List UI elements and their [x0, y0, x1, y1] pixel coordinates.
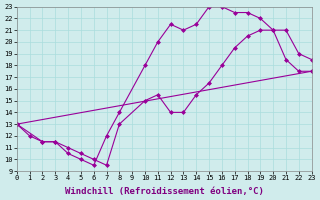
X-axis label: Windchill (Refroidissement éolien,°C): Windchill (Refroidissement éolien,°C): [65, 187, 264, 196]
